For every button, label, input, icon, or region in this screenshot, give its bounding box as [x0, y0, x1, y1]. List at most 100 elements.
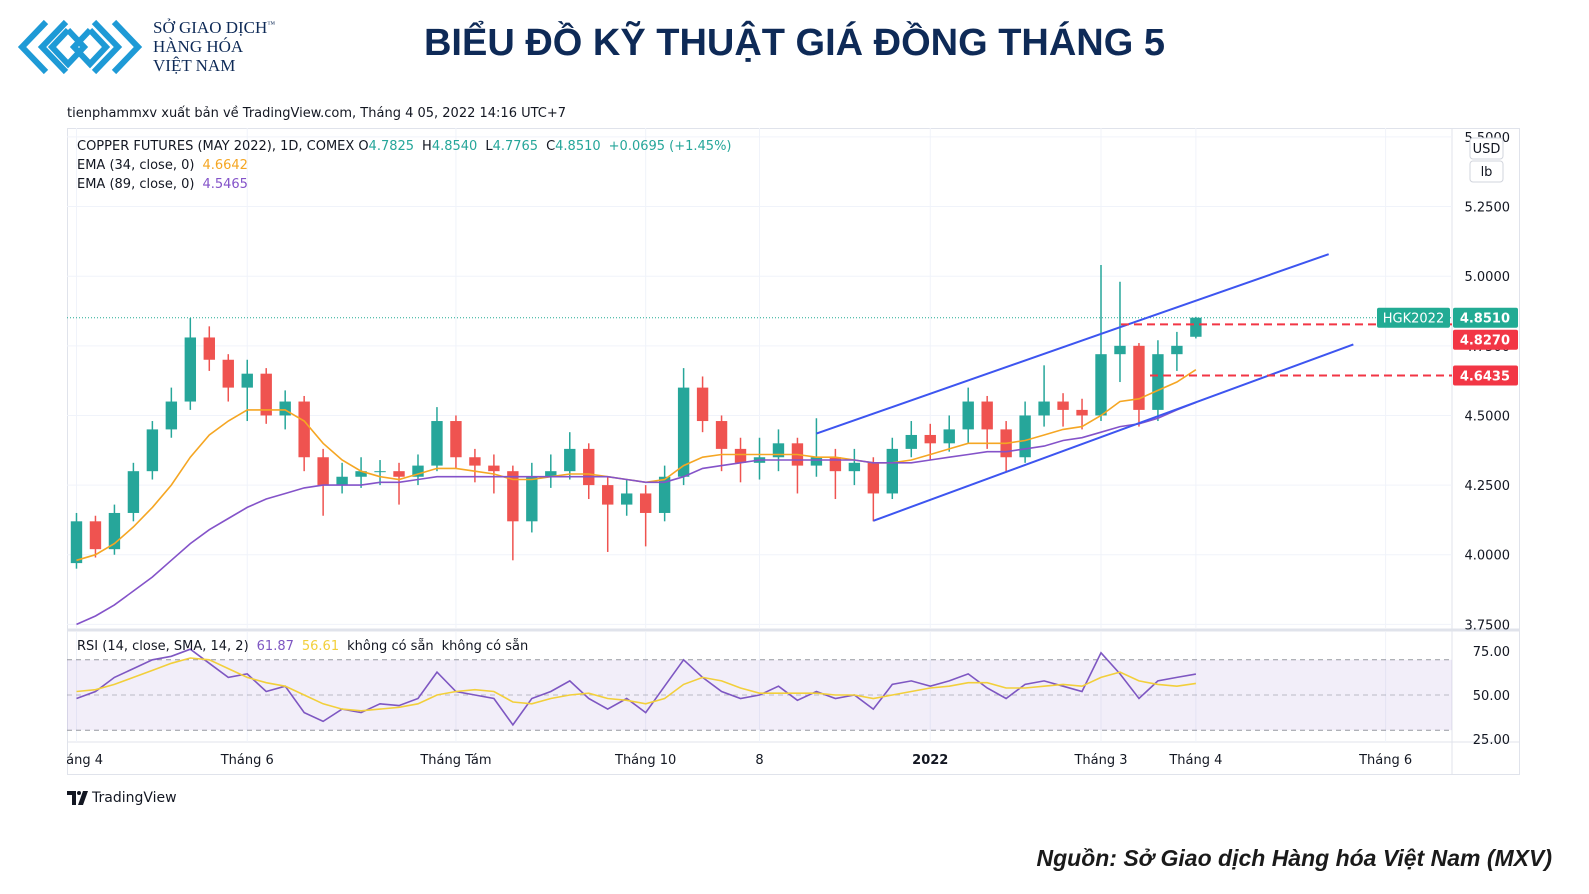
candle-body: [1019, 415, 1031, 458]
x-tick-label: Tháng 4: [1168, 753, 1222, 768]
trend-line: [816, 253, 1330, 435]
unit-box: [1469, 160, 1504, 183]
candle-body: [222, 359, 234, 388]
candle-body: [1114, 345, 1126, 355]
brand-logo: [67, 791, 88, 805]
candle-body: [696, 387, 709, 422]
ohlc-key: L: [485, 139, 493, 154]
trend-line: [872, 343, 1354, 522]
candle-body: [829, 457, 842, 472]
candle-body: [526, 476, 538, 522]
rsi-pane: [67, 632, 1452, 742]
y-tick-label: 4.0000: [1465, 549, 1511, 564]
legend-title: RSI (14, close, SMA, 14, 2): [77, 639, 249, 654]
y-tick-label: 25.00: [1473, 733, 1510, 748]
logo-text: SỞ GIAO DỊCH™: [153, 18, 275, 38]
symbol-label: HGK2022: [1383, 312, 1444, 327]
x-tick-label: Tháng 4: [49, 753, 103, 768]
x-tick-label: Tháng 6: [1358, 753, 1412, 768]
legend-value: 61.87: [256, 639, 294, 654]
source-note: Nguồn: Sở Giao dịch Hàng hóa Việt Nam (M…: [1036, 845, 1552, 871]
price-box: [1453, 307, 1518, 328]
symbol-box: [1377, 307, 1450, 328]
candle-body: [962, 401, 974, 430]
x-tick-label: 8: [755, 753, 763, 768]
y-tick-label: 75.00: [1473, 645, 1510, 660]
y-tick-label: 4.2500: [1465, 479, 1511, 494]
ohlc-value: 4.7825: [368, 139, 415, 154]
y-tick-label: 5.2500: [1465, 201, 1511, 216]
legend-value: không có sẵn: [441, 639, 529, 654]
candle-body: [355, 471, 367, 477]
candle-body: [108, 512, 121, 550]
x-tick-label: 2022: [912, 753, 948, 768]
legend-value: không có sẵn: [347, 639, 434, 654]
candle-body: [165, 401, 178, 430]
candle-body: [70, 521, 83, 564]
x-tick-label: Tháng 10: [614, 753, 676, 768]
candle-body: [564, 448, 576, 472]
ohlc-item: O4.7825: [358, 139, 418, 154]
series-line: [76, 401, 1197, 626]
x-tick-label: Tháng Tám: [419, 753, 491, 768]
trademark: ™: [267, 19, 276, 29]
series-line: [76, 648, 1197, 727]
price-legend: COPPER FUTURES (MAY 2022), 1D, COMEX O4.7…: [77, 139, 736, 192]
rsi-legend: RSI (14, close, SMA, 14, 2) 61.87 56.61 khô…: [77, 639, 536, 654]
candle-body: [260, 373, 272, 416]
candle-body: [1057, 401, 1069, 410]
value-axis: 3.75004.00004.25004.50004.75005.00005.25…: [1465, 131, 1511, 748]
logo-text: HÀNG HÓA: [153, 37, 244, 56]
legend-row: COPPER FUTURES (MAY 2022), 1D, COMEX O4.7…: [77, 139, 736, 154]
candle-body: [89, 521, 102, 550]
candle-body: [203, 337, 215, 360]
ohlc-item: H4.8540: [422, 139, 481, 154]
candle-body: [715, 421, 728, 449]
candle-body: [734, 448, 747, 463]
x-tick-label: Tháng 6: [220, 753, 274, 768]
candle-body: [1171, 345, 1183, 355]
candle-body: [279, 401, 291, 416]
candle-body: [621, 493, 633, 505]
candle-body: [602, 485, 614, 505]
legend-row: EMA (89, close, 0) 4.5465: [77, 177, 736, 192]
candle-body: [1190, 317, 1202, 337]
candle-body: [1133, 345, 1145, 410]
unit-box: [1469, 137, 1504, 160]
y-tick-label: 3.7500: [1465, 618, 1511, 633]
legend-name: EMA (34, close, 0): [77, 158, 195, 173]
candle-body: [336, 476, 348, 486]
candle-body: [241, 373, 253, 388]
candle-body: [867, 462, 880, 494]
candle-body: [374, 471, 386, 473]
level-label: 4.6435: [1460, 369, 1510, 384]
candle-body: [905, 434, 917, 449]
candle-body: [317, 457, 329, 486]
legend-row: EMA (34, close, 0) 4.6642: [77, 158, 736, 173]
logo-mark: [18, 19, 143, 75]
brand: TradingView: [92, 790, 177, 806]
ohlc-item: C4.8510: [546, 139, 605, 154]
level-label: 4.8270: [1460, 334, 1510, 349]
candle-body: [412, 465, 424, 477]
candle-body: [1095, 354, 1107, 416]
candle-body: [943, 429, 955, 444]
candle-body: [545, 471, 557, 477]
ohlc-value: 4.8540: [431, 139, 478, 154]
change: +0.0695 (+1.45%): [608, 139, 732, 154]
ohlc-key: H: [422, 139, 432, 154]
logo-text: SỞ GIAO DỊCH: [153, 18, 268, 37]
ohlc-item: L4.7765: [485, 139, 542, 154]
legend-name: EMA (89, close, 0): [77, 177, 195, 192]
price-pane: [67, 128, 1452, 628]
candle-body: [146, 429, 159, 472]
candle-body: [507, 471, 519, 522]
level-box: [1453, 365, 1518, 386]
candle-body: [639, 493, 652, 513]
legend-title: COPPER FUTURES (MAY 2022), 1D, COMEX: [77, 139, 355, 154]
candle-body: [1038, 401, 1050, 416]
candle-body: [469, 457, 481, 466]
legend-value: 4.5465: [202, 177, 248, 192]
price-label: 4.8510: [1460, 312, 1510, 327]
